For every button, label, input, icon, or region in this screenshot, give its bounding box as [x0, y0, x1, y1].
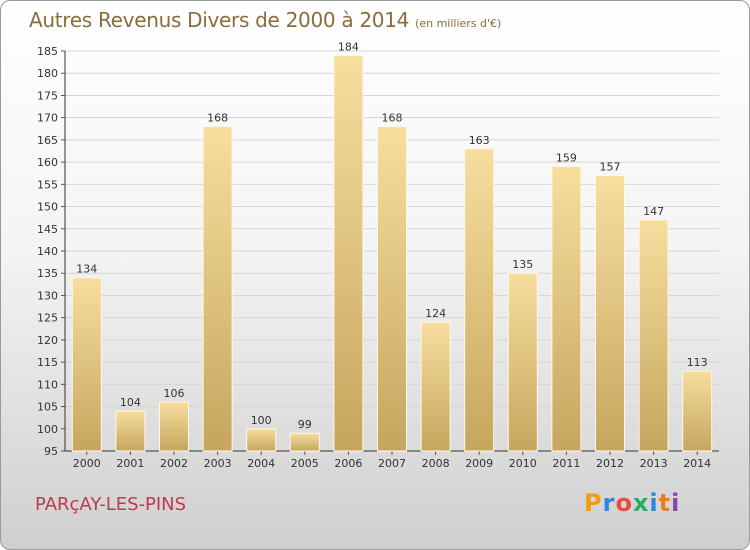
x-tick-label: 2000	[73, 457, 101, 470]
x-tick-label: 2002	[160, 457, 188, 470]
title-text: Autres Revenus Divers de 2000 à 2014	[29, 8, 410, 32]
bar	[71, 277, 102, 452]
chart-title: Autres Revenus Divers de 2000 à 2014 (en …	[29, 8, 501, 32]
brand-letter: P	[584, 489, 603, 517]
y-tick-label: 100	[37, 423, 58, 436]
bar-value-label: 184	[338, 40, 359, 53]
x-tick-label: 2008	[422, 457, 450, 470]
x-tick-label: 2012	[596, 457, 624, 470]
brand-logo: Proxiti	[584, 489, 680, 517]
x-tick-label: 2007	[378, 457, 406, 470]
x-tick-label: 2005	[291, 457, 319, 470]
bar	[420, 321, 451, 452]
y-tick-label: 175	[37, 89, 58, 102]
x-tick-label: 2001	[116, 457, 144, 470]
bar-value-label: 104	[120, 396, 141, 409]
x-tick-label: 2013	[640, 457, 668, 470]
bar-value-label: 168	[207, 112, 228, 125]
y-tick-label: 145	[37, 223, 58, 236]
bar-value-label: 99	[298, 418, 312, 431]
bar-value-label: 113	[687, 356, 708, 369]
bar-value-label: 135	[512, 258, 533, 271]
brand-letter: x	[632, 489, 650, 517]
x-tick-label: 2009	[465, 457, 493, 470]
bar-value-label: 168	[382, 112, 403, 125]
y-tick-label: 185	[37, 45, 58, 58]
bar-value-label: 157	[600, 160, 621, 173]
bar	[202, 126, 233, 452]
y-tick-label: 140	[37, 245, 58, 258]
x-tick-label: 2011	[552, 457, 580, 470]
bar-value-label: 163	[469, 134, 490, 147]
bar	[377, 126, 407, 452]
bar	[638, 219, 669, 452]
bar	[246, 428, 277, 452]
x-tick-label: 2010	[509, 457, 537, 470]
bar	[464, 148, 495, 452]
brand-letter: i	[649, 489, 659, 517]
y-tick-label: 155	[37, 178, 58, 191]
bar	[333, 54, 364, 452]
bar	[289, 432, 320, 452]
brand-letter: t	[658, 489, 672, 517]
x-tick-label: 2006	[334, 457, 362, 470]
y-tick-label: 160	[37, 156, 58, 169]
bar	[507, 272, 538, 452]
location-label: PARçAY-LES-PINS	[35, 494, 187, 515]
bar-value-label: 134	[76, 263, 97, 276]
bar-value-label: 147	[643, 205, 664, 218]
y-tick-label: 180	[37, 67, 58, 80]
bar	[595, 174, 625, 452]
y-tick-label: 165	[37, 134, 58, 147]
bar	[115, 410, 146, 452]
y-tick-label: 95	[44, 445, 58, 458]
brand-letter: r	[602, 489, 616, 517]
y-tick-label: 150	[37, 201, 58, 214]
y-tick-label: 105	[37, 401, 58, 414]
bar-value-label: 106	[164, 387, 185, 400]
y-tick-label: 130	[37, 289, 58, 302]
brand-letter: o	[615, 489, 633, 517]
x-tick-label: 2004	[247, 457, 275, 470]
y-tick-label: 125	[37, 312, 58, 325]
bar-value-label: 124	[425, 307, 446, 320]
bar-value-label: 159	[556, 152, 577, 165]
bar	[551, 166, 582, 452]
bar	[159, 401, 189, 452]
y-tick-label: 115	[37, 356, 58, 369]
y-tick-label: 135	[37, 267, 58, 280]
x-tick-label: 2003	[204, 457, 232, 470]
x-tick-label: 2014	[683, 457, 711, 470]
brand-letter: i	[671, 489, 681, 517]
y-tick-label: 110	[37, 378, 58, 391]
bar	[682, 370, 713, 452]
title-unit: (en milliers d'€)	[415, 17, 502, 30]
y-tick-label: 170	[37, 112, 58, 125]
bar-value-label: 100	[251, 414, 272, 427]
y-tick-label: 120	[37, 334, 58, 347]
